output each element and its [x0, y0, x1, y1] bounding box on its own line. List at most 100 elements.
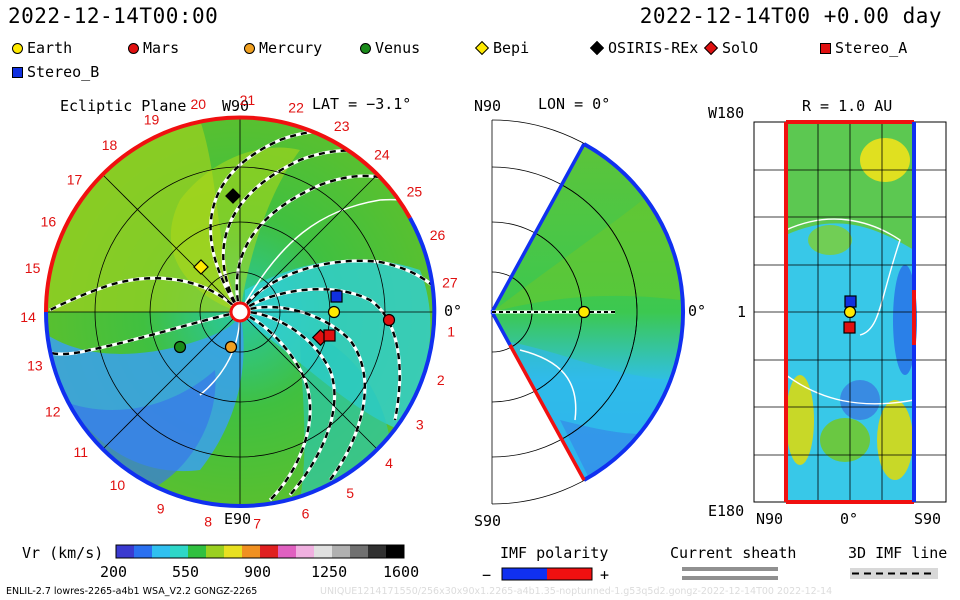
legend-osiris-rex: OSIRIS-REx: [589, 39, 699, 57]
legend-stereo-b: Stereo_B: [12, 63, 99, 81]
simulation-time: 2022-12-14T00:00: [8, 4, 219, 28]
colorbar-segment: [152, 545, 171, 558]
colorbar-segment: [170, 545, 189, 558]
carrington-tick-label: 2: [437, 372, 445, 388]
carrington-tick-label: 12: [45, 404, 61, 420]
carrington-tick-label: 11: [74, 444, 89, 460]
legend-label: SolO: [722, 39, 759, 57]
legend-label: Stereo_B: [27, 63, 100, 81]
imf-positive-swatch: [547, 568, 592, 580]
legend-earth: Earth: [12, 39, 72, 57]
colorbar-segment: [134, 545, 153, 558]
mercury-marker-icon: [244, 42, 255, 54]
current-sheath-swatch: [682, 567, 778, 571]
legend-label: Mercury: [259, 39, 323, 57]
shell-title: R = 1.0 AU: [802, 97, 893, 115]
legend-stereo-a: Stereo_A: [820, 39, 907, 57]
carrington-tick-label: 5: [346, 485, 354, 501]
carrington-tick-label: 16: [41, 213, 57, 229]
earth-marker-icon: [577, 305, 591, 319]
shell-top-left-label: W180: [708, 104, 745, 122]
colorbar-tick: 1600: [383, 563, 420, 581]
stereo-a-marker-icon: [323, 329, 336, 342]
carrington-longitude-ticks: 20 21 222324252627123456789101112131415161…: [20, 92, 458, 531]
stereo-b-marker-icon: [330, 290, 343, 303]
velocity-colorbar: [116, 545, 405, 558]
ecliptic-plane-panel: [43, 115, 437, 509]
shell-panel: [753, 120, 947, 504]
earth-marker-icon: [843, 305, 857, 319]
imf-minus-label: −: [482, 566, 492, 584]
carrington-tick-label: 21: [240, 92, 256, 108]
colorbar-tick: 200: [100, 563, 128, 581]
stereo-b-marker-icon: [844, 295, 857, 308]
imf-plus-label: +: [600, 566, 610, 584]
stereo-a-marker-icon: [843, 321, 856, 334]
colorbar-segment: [206, 545, 225, 558]
legend-label: Mars: [143, 39, 180, 57]
colorbar-label: Vr (km/s): [22, 544, 104, 562]
mars-marker-icon: [128, 42, 139, 54]
mars-marker-icon: [382, 313, 396, 327]
carrington-tick-label: 20: [191, 96, 207, 112]
carrington-tick-label: 19: [144, 111, 160, 127]
carrington-tick-label: 14: [20, 309, 36, 325]
carrington-tick-label: 13: [27, 358, 43, 374]
legend-label: Earth: [27, 39, 73, 57]
legend-mercury: Mercury: [244, 39, 322, 57]
colorbar-tick: 900: [244, 563, 272, 581]
meridional-bottom-label: S90: [474, 512, 502, 530]
simulation-time-offset: 2022-12-14T00 +0.00 day: [639, 4, 942, 28]
colorbar-segment: [278, 545, 297, 558]
carrington-tick-label: 24: [374, 147, 390, 163]
ecliptic-latitude: LAT = −3.1°: [312, 95, 412, 113]
carrington-tick-label: 1: [447, 324, 455, 340]
colorbar-segment: [368, 545, 387, 558]
colorbar-tick: 550: [172, 563, 200, 581]
legend-solo: SolO: [703, 39, 759, 57]
sun-icon: [229, 301, 251, 323]
colorbar-segment: [296, 545, 315, 558]
shell-mid-left-label: 1: [737, 303, 747, 321]
ecliptic-top-label: W90: [222, 97, 250, 115]
legend-label: Bepi: [493, 39, 530, 57]
run-id-footer: UNIQUE1214171550/256x30x90x1.2265-a4b1.3…: [320, 586, 833, 597]
stereo-b-marker-icon: [12, 66, 23, 78]
imf-polarity-label: IMF polarity: [500, 544, 609, 562]
venus-marker-icon: [173, 340, 187, 354]
carrington-tick-label: 27: [442, 275, 458, 291]
earth-marker-icon: [12, 42, 23, 54]
legend-bepi: Bepi: [474, 39, 530, 57]
legend-label: Venus: [375, 39, 421, 57]
carrington-tick-label: 18: [102, 137, 118, 153]
colorbar-segment: [224, 545, 243, 558]
venus-marker-icon: [360, 42, 371, 54]
earth-marker-icon: [327, 305, 341, 319]
ecliptic-plane-title: Ecliptic Plane: [60, 97, 187, 115]
legend-mars: Mars: [128, 39, 179, 57]
legend-venus: Venus: [360, 39, 420, 57]
current-sheath-label: Current sheath: [670, 544, 797, 562]
mercury-marker-icon: [224, 340, 238, 354]
colorbar-segment: [350, 545, 369, 558]
carrington-tick-label: 10: [110, 477, 126, 493]
ecliptic-bottom-label: E90: [224, 510, 252, 528]
colorbar-segment: [116, 545, 135, 558]
carrington-tick-label: 4: [385, 455, 393, 471]
shell-x-label-s90: S90: [914, 510, 942, 528]
imf-negative-swatch: [502, 568, 547, 580]
carrington-tick-label: 9: [157, 501, 165, 517]
colorbar-segment: [314, 545, 333, 558]
legend-label: OSIRIS-REx: [608, 39, 699, 57]
meridional-title: LON = 0°: [538, 95, 611, 113]
legend-label: Stereo_A: [835, 39, 908, 57]
colorbar-segment: [386, 545, 405, 558]
carrington-tick-label: 7: [253, 515, 261, 531]
carrington-tick-label: 8: [204, 514, 212, 530]
ecliptic-right-label: 0°: [444, 302, 463, 320]
osiris-rex-marker-icon: [225, 188, 241, 204]
carrington-tick-label: 23: [334, 118, 350, 134]
meridional-top-label: N90: [474, 97, 502, 115]
model-version-footer: ENLIL-2.7 lowres-2265-a4b1 WSA_V2.2 GONG…: [6, 586, 258, 597]
